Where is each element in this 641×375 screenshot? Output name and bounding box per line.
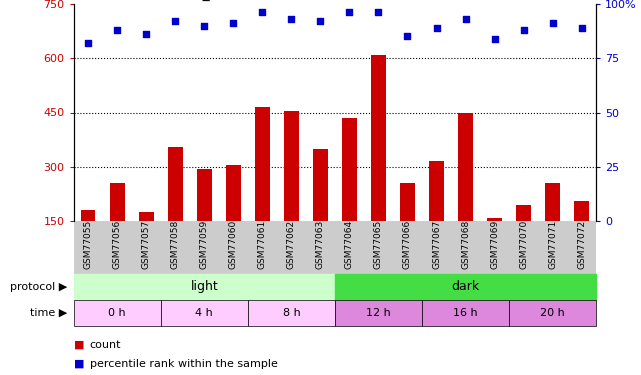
Point	[257, 9, 267, 15]
Text: GDS1757 / 257891_at: GDS1757 / 257891_at	[71, 0, 224, 2]
Point	[315, 18, 326, 24]
Text: dark: dark	[451, 280, 479, 293]
Text: light: light	[190, 280, 218, 293]
Bar	[516, 205, 531, 276]
Point	[403, 33, 413, 39]
Bar	[335, 300, 422, 326]
Text: 16 h: 16 h	[453, 308, 478, 318]
Bar	[248, 300, 335, 326]
Bar	[284, 111, 299, 276]
Bar	[458, 112, 473, 276]
Text: time ▶: time ▶	[30, 308, 67, 318]
Bar	[226, 165, 240, 276]
Point	[112, 27, 122, 33]
Bar	[371, 54, 386, 276]
Bar	[574, 201, 589, 276]
Point	[547, 20, 558, 26]
Bar	[110, 183, 124, 276]
Bar	[342, 118, 356, 276]
Bar	[335, 274, 596, 300]
Point	[460, 16, 470, 22]
Text: ■: ■	[74, 340, 84, 350]
Point	[490, 36, 500, 42]
Point	[576, 25, 587, 31]
Text: count: count	[90, 340, 121, 350]
Bar	[509, 300, 596, 326]
Bar	[422, 300, 509, 326]
Point	[228, 20, 238, 26]
Bar	[139, 212, 154, 276]
Text: percentile rank within the sample: percentile rank within the sample	[90, 359, 278, 369]
Text: 8 h: 8 h	[283, 308, 300, 318]
Text: 0 h: 0 h	[108, 308, 126, 318]
Text: ■: ■	[74, 359, 84, 369]
Bar	[487, 217, 502, 276]
Bar	[161, 300, 248, 326]
Bar	[429, 162, 444, 276]
Bar	[545, 183, 560, 276]
Point	[431, 25, 442, 31]
Point	[344, 9, 354, 15]
Text: 20 h: 20 h	[540, 308, 565, 318]
Point	[519, 27, 529, 33]
Bar	[168, 147, 183, 276]
Point	[170, 18, 180, 24]
Bar	[81, 210, 96, 276]
Bar	[255, 107, 270, 276]
Point	[373, 9, 383, 15]
Bar	[400, 183, 415, 276]
Bar	[313, 149, 328, 276]
Point	[83, 40, 94, 46]
Point	[199, 22, 210, 28]
Text: protocol ▶: protocol ▶	[10, 282, 67, 292]
Point	[287, 16, 297, 22]
Point	[141, 31, 151, 37]
Text: 4 h: 4 h	[196, 308, 213, 318]
Bar	[74, 274, 335, 300]
Text: 12 h: 12 h	[366, 308, 391, 318]
Bar	[197, 169, 212, 276]
Bar	[74, 300, 161, 326]
